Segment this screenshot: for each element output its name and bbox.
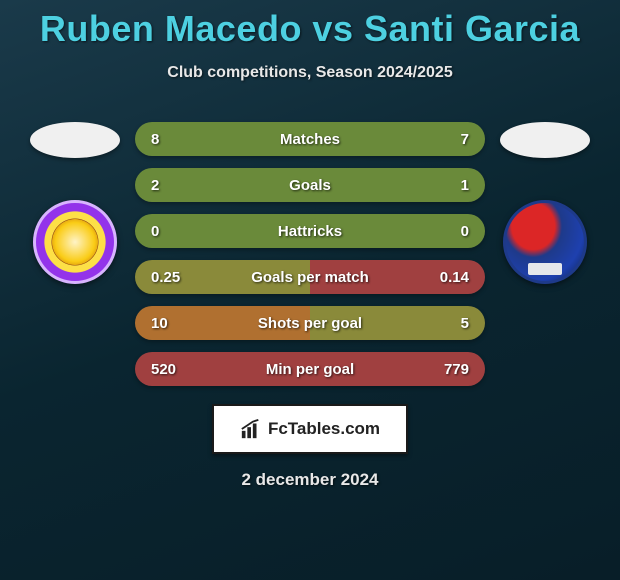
chart-icon: [240, 418, 262, 440]
comparison-content: 8Matches72Goals10Hattricks00.25Goals per…: [0, 122, 620, 386]
stat-row: 8 Matches 7: [135, 122, 485, 156]
right-player-column: [485, 122, 605, 284]
stat-row: 10 Shots per goal 5: [135, 306, 485, 340]
stats-list: 8Matches72Goals10Hattricks00.25Goals per…: [135, 122, 485, 386]
stat-value-right: 7: [429, 131, 469, 148]
stat-row: 520 Min per goal 779: [135, 352, 485, 386]
stat-label: Shots per goal: [258, 315, 362, 332]
stat-row: 0.25 Goals per match 0.14: [135, 260, 485, 294]
club-badge-right: [503, 200, 587, 284]
stat-label: Goals: [289, 177, 331, 194]
attribution-text: FcTables.com: [268, 419, 380, 439]
stat-value-left: 520: [151, 361, 191, 378]
stat-value-right: 779: [429, 361, 469, 378]
stat-value-left: 8: [151, 131, 191, 148]
date-text: 2 december 2024: [0, 470, 620, 490]
stat-value-right: 1: [429, 177, 469, 194]
stat-label: Matches: [280, 131, 340, 148]
subtitle: Club competitions, Season 2024/2025: [0, 64, 620, 82]
stat-label: Hattricks: [278, 223, 342, 240]
club-badge-left: [33, 200, 117, 284]
stat-row: 0 Hattricks 0: [135, 214, 485, 248]
player-avatar-placeholder-left: [30, 122, 120, 158]
player-avatar-placeholder-right: [500, 122, 590, 158]
stat-value-left: 10: [151, 315, 191, 332]
stat-value-left: 0.25: [151, 269, 191, 286]
stat-value-left: 0: [151, 223, 191, 240]
stat-label: Min per goal: [266, 361, 354, 378]
left-player-column: [15, 122, 135, 284]
stat-label: Goals per match: [251, 269, 369, 286]
stat-row: 2 Goals 1: [135, 168, 485, 202]
stat-value-right: 0.14: [429, 269, 469, 286]
page-title: Ruben Macedo vs Santi Garcia: [0, 0, 620, 50]
stat-value-right: 0: [429, 223, 469, 240]
stat-value-left: 2: [151, 177, 191, 194]
stat-value-right: 5: [429, 315, 469, 332]
attribution-badge: FcTables.com: [212, 404, 408, 454]
